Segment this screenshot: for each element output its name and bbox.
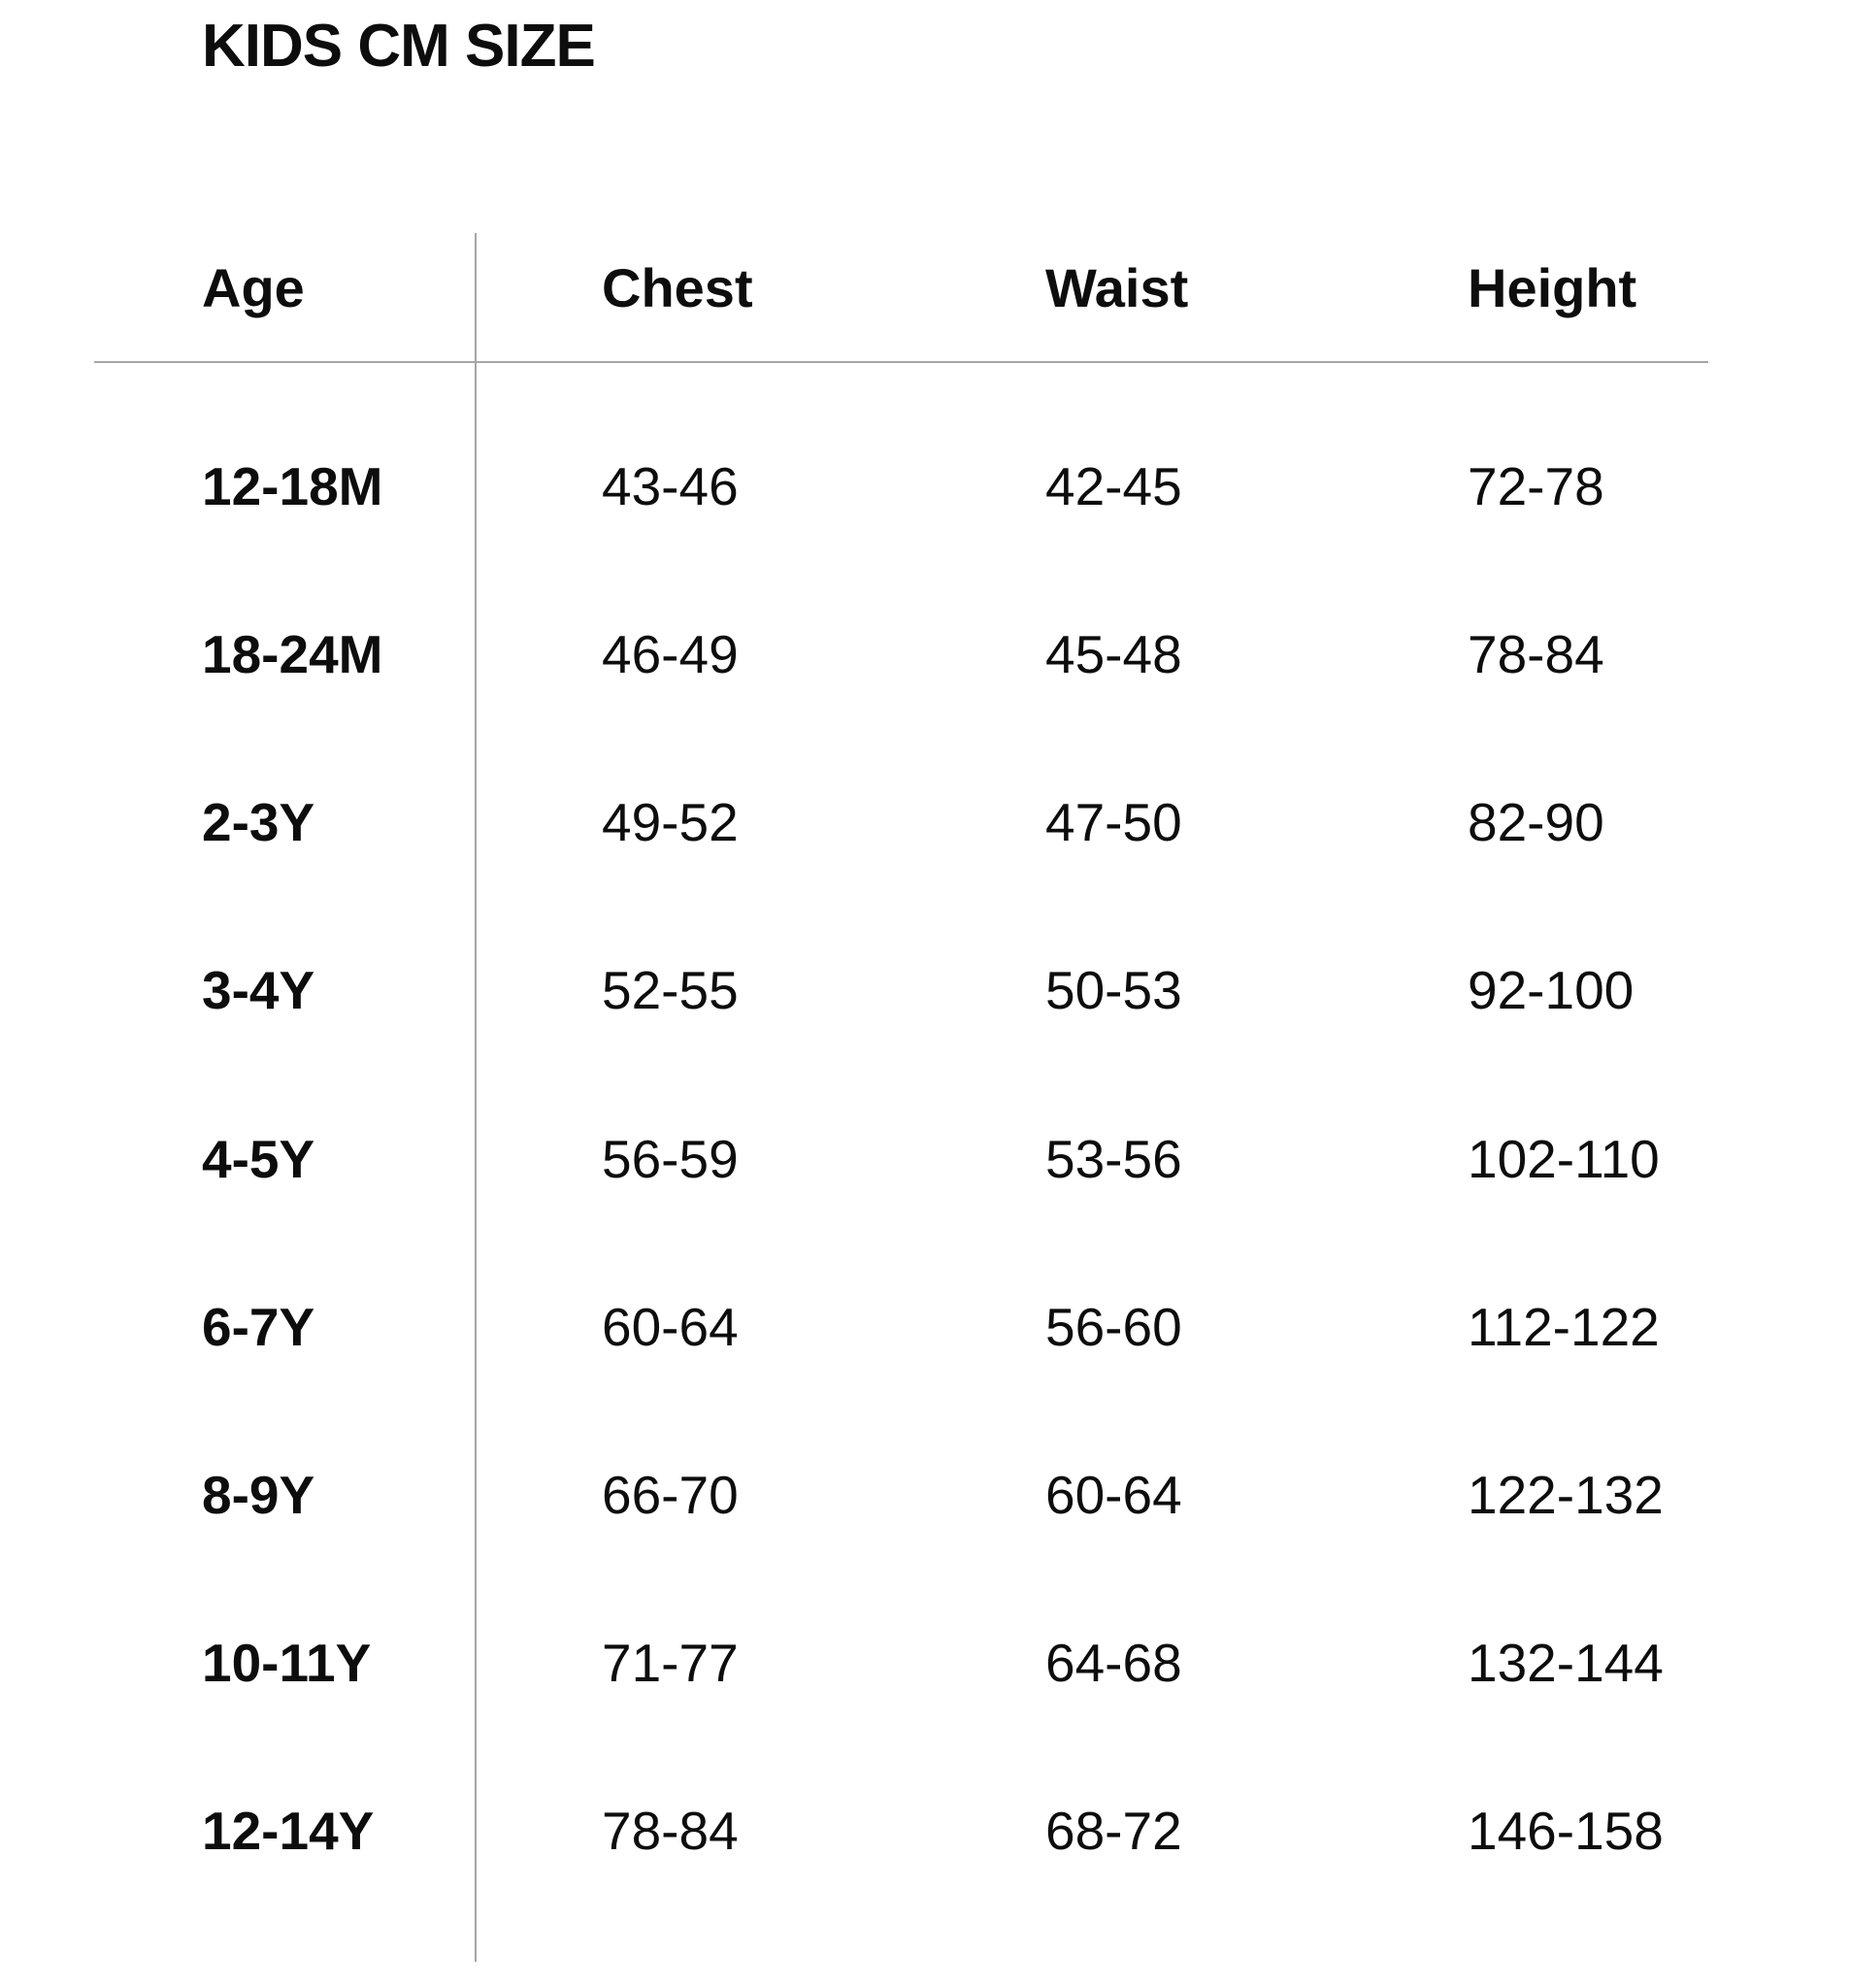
table-row: 2-3Y 49-52 47-50 82-90	[0, 788, 1850, 856]
height-cell: 82-90	[1468, 792, 1604, 852]
waist-cell: 64-68	[1045, 1633, 1182, 1693]
height-cell: 112-122	[1468, 1297, 1660, 1357]
waist-cell: 50-53	[1045, 960, 1182, 1020]
chest-cell: 43-46	[602, 456, 739, 516]
age-cell: 12-18M	[202, 456, 383, 516]
waist-cell: 60-64	[1045, 1465, 1182, 1525]
table-row: 6-7Y 60-64 56-60 112-122	[0, 1293, 1850, 1361]
column-header-height: Height	[1468, 257, 1637, 318]
age-cell: 3-4Y	[202, 960, 315, 1020]
chest-cell: 46-49	[602, 624, 739, 684]
table-row: 18-24M 46-49 45-48 78-84	[0, 620, 1850, 688]
height-cell: 132-144	[1468, 1633, 1664, 1693]
height-cell: 122-132	[1468, 1465, 1664, 1525]
age-cell: 8-9Y	[202, 1465, 315, 1525]
column-divider-line	[475, 233, 477, 1962]
table-row: 10-11Y 71-77 64-68 132-144	[0, 1629, 1850, 1697]
column-header-chest: Chest	[602, 257, 753, 318]
height-cell: 72-78	[1468, 456, 1604, 516]
table-row: 4-5Y 56-59 53-56 102-110	[0, 1125, 1850, 1193]
height-cell: 102-110	[1468, 1129, 1660, 1189]
column-header-age: Age	[202, 257, 305, 318]
chest-cell: 52-55	[602, 960, 739, 1020]
height-cell: 78-84	[1468, 624, 1604, 684]
table-row: 12-14Y 78-84 68-72 146-158	[0, 1797, 1850, 1865]
age-cell: 4-5Y	[202, 1129, 315, 1189]
waist-cell: 47-50	[1045, 792, 1182, 852]
page-title: KIDS CM SIZE	[202, 13, 596, 80]
age-cell: 10-11Y	[202, 1633, 372, 1693]
waist-cell: 56-60	[1045, 1297, 1182, 1357]
waist-cell: 42-45	[1045, 456, 1182, 516]
chest-cell: 49-52	[602, 792, 739, 852]
header-divider-line	[94, 361, 1708, 363]
age-cell: 6-7Y	[202, 1297, 315, 1357]
chest-cell: 60-64	[602, 1297, 739, 1357]
column-header-waist: Waist	[1045, 257, 1189, 318]
age-cell: 12-14Y	[202, 1801, 375, 1861]
height-cell: 146-158	[1468, 1801, 1664, 1861]
age-cell: 18-24M	[202, 624, 383, 684]
chest-cell: 56-59	[602, 1129, 739, 1189]
table-row: 3-4Y 52-55 50-53 92-100	[0, 956, 1850, 1024]
chest-cell: 78-84	[602, 1801, 739, 1861]
table-row: 8-9Y 66-70 60-64 122-132	[0, 1461, 1850, 1529]
table-header-row: Age Chest Waist Height	[0, 254, 1850, 322]
chest-cell: 66-70	[602, 1465, 739, 1525]
chest-cell: 71-77	[602, 1633, 739, 1693]
waist-cell: 45-48	[1045, 624, 1182, 684]
waist-cell: 68-72	[1045, 1801, 1182, 1861]
age-cell: 2-3Y	[202, 792, 315, 852]
waist-cell: 53-56	[1045, 1129, 1182, 1189]
height-cell: 92-100	[1468, 960, 1635, 1020]
table-row: 12-18M 43-46 42-45 72-78	[0, 452, 1850, 520]
